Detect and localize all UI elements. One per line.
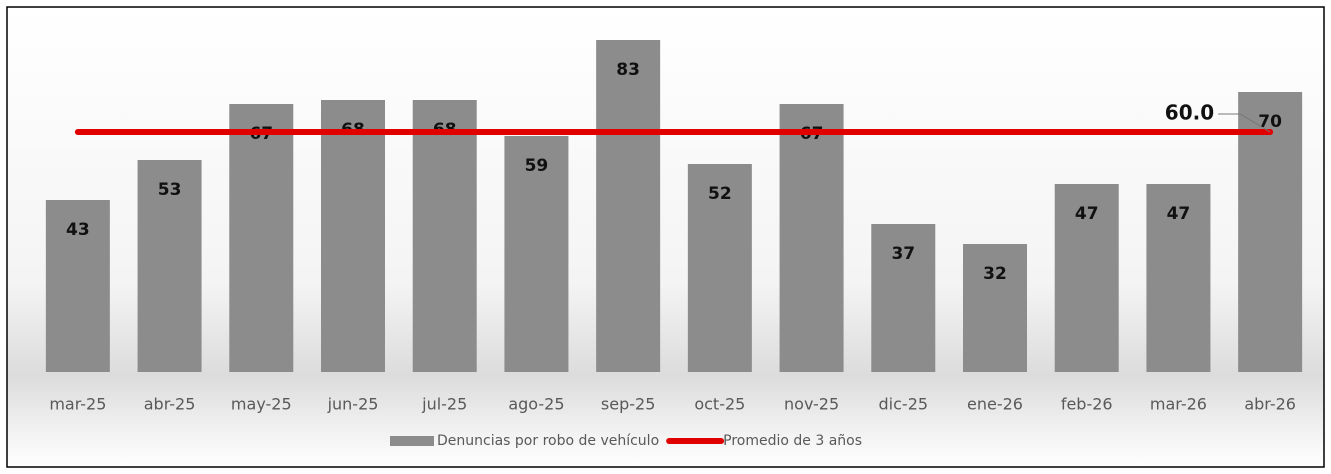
x-tick-label: nov-25 (784, 395, 839, 414)
data-label: 70 (1258, 112, 1282, 132)
legend-swatch (390, 436, 434, 446)
data-label: 43 (66, 220, 90, 240)
legend-label: Promedio de 3 años (723, 433, 862, 449)
bar (779, 104, 844, 372)
legend-label: Denuncias por robo de vehículo (437, 433, 659, 449)
x-tick-label: ago-25 (508, 395, 564, 414)
chart-frame (6, 6, 1325, 468)
bar (871, 224, 936, 372)
data-label: 32 (983, 264, 1007, 284)
bar (412, 100, 477, 372)
line-data-label: 60.0 (1165, 101, 1214, 125)
bar (229, 104, 294, 372)
data-label: 37 (891, 244, 915, 264)
bar (321, 100, 385, 372)
bar (687, 164, 752, 372)
bar (963, 244, 1027, 372)
bar (596, 40, 661, 372)
x-tick-label: oct-25 (694, 395, 745, 414)
x-tick-label: may-25 (231, 395, 292, 414)
x-tick-label: mar-25 (49, 395, 106, 414)
x-tick-label: jun-25 (327, 395, 379, 414)
x-tick-label: jul-25 (421, 395, 467, 414)
data-label: 52 (708, 184, 732, 204)
bar (1146, 184, 1211, 372)
x-tick-label: dic-25 (879, 395, 929, 414)
leader-line (1218, 113, 1271, 133)
bar (45, 200, 110, 372)
x-tick-label: ene-26 (967, 395, 1023, 414)
bar (504, 136, 569, 372)
x-tick-label: abr-26 (1244, 395, 1296, 414)
data-label: 83 (616, 60, 640, 80)
x-tick-label: sep-25 (601, 395, 655, 414)
x-tick-label: feb-26 (1061, 395, 1113, 414)
data-label: 47 (1167, 204, 1191, 224)
x-tick-label: mar-26 (1150, 395, 1207, 414)
bar (137, 160, 202, 372)
data-label: 59 (525, 156, 549, 176)
bar (1054, 184, 1119, 372)
data-label: 47 (1075, 204, 1099, 224)
bar (1238, 92, 1303, 372)
data-label: 53 (158, 180, 182, 200)
x-tick-label: abr-25 (144, 395, 196, 414)
